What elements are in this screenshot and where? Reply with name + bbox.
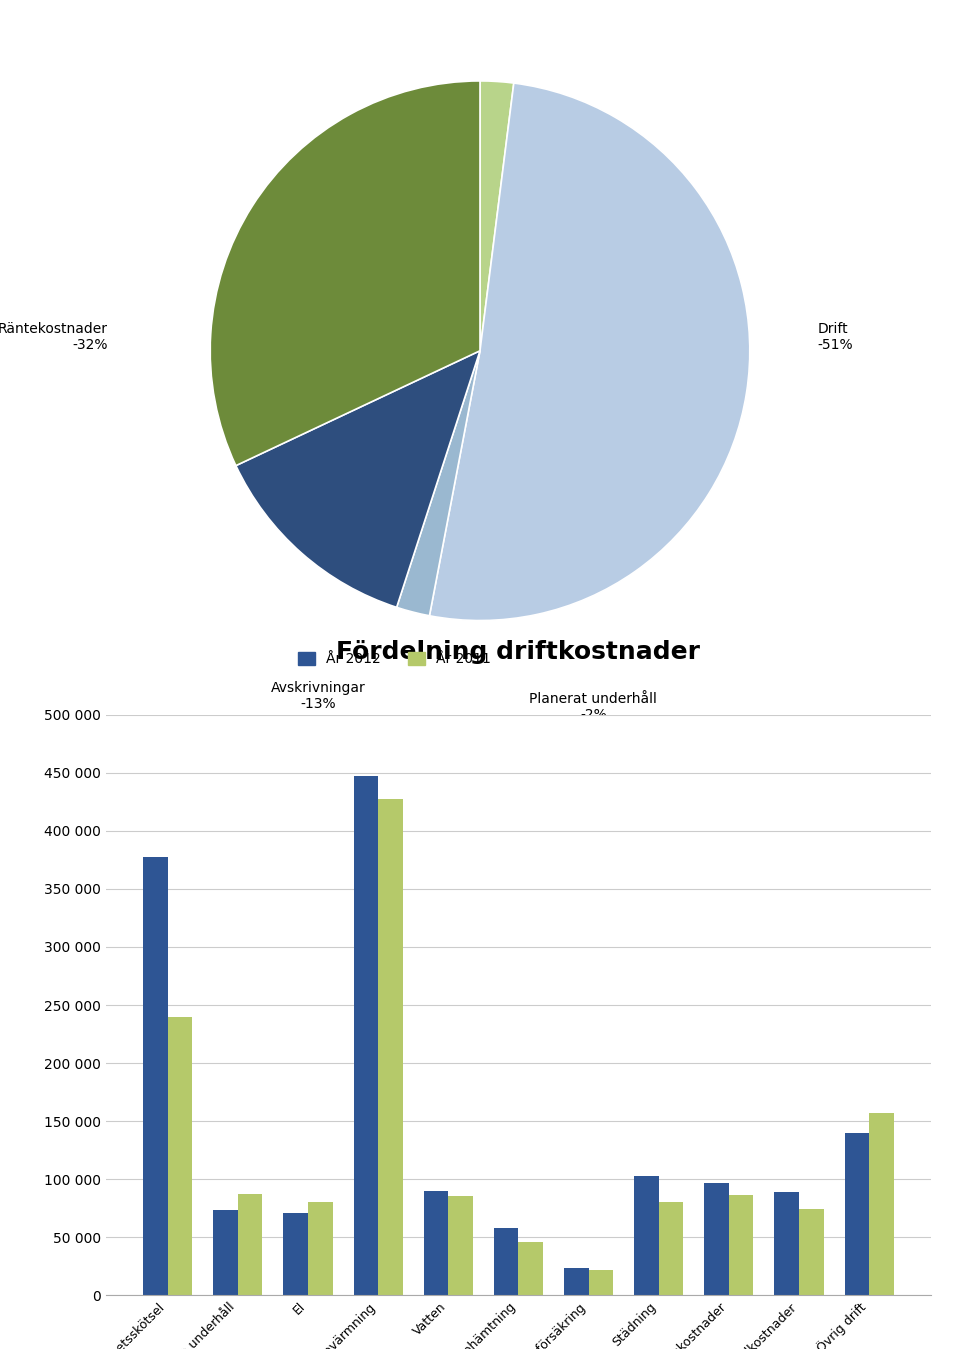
Wedge shape (210, 81, 480, 465)
Bar (238, 1194, 262, 1295)
Wedge shape (480, 81, 514, 351)
Bar (423, 1191, 448, 1295)
Wedge shape (396, 351, 480, 615)
Text: Drift
-51%: Drift -51% (817, 322, 852, 352)
Bar (213, 1210, 238, 1295)
Legend: År 2012, År 2011: År 2012, År 2011 (293, 646, 496, 672)
Bar (659, 1202, 684, 1295)
Title: Fördelning driftkostnader: Fördelning driftkostnader (336, 641, 701, 665)
Text: Räntekostnader
-32%: Räntekostnader -32% (0, 322, 108, 352)
Wedge shape (429, 84, 750, 621)
Bar (869, 1113, 894, 1295)
Bar (588, 1269, 613, 1295)
Bar (493, 1228, 518, 1295)
Text: Planerat underhåll
-2%: Planerat underhåll -2% (529, 692, 658, 722)
Bar (448, 1197, 473, 1295)
Bar (143, 857, 168, 1295)
Bar (729, 1195, 754, 1295)
Bar (564, 1268, 588, 1295)
Text: Avskrivningar
-13%: Avskrivningar -13% (271, 681, 366, 711)
Bar (353, 777, 378, 1295)
Wedge shape (236, 351, 480, 607)
Bar (308, 1202, 332, 1295)
Bar (518, 1241, 543, 1295)
Bar (168, 1017, 192, 1295)
Bar (799, 1209, 824, 1295)
Bar (283, 1213, 308, 1295)
Bar (845, 1133, 869, 1295)
Bar (635, 1175, 659, 1295)
Bar (775, 1191, 799, 1295)
Bar (705, 1183, 729, 1295)
Bar (378, 799, 402, 1295)
